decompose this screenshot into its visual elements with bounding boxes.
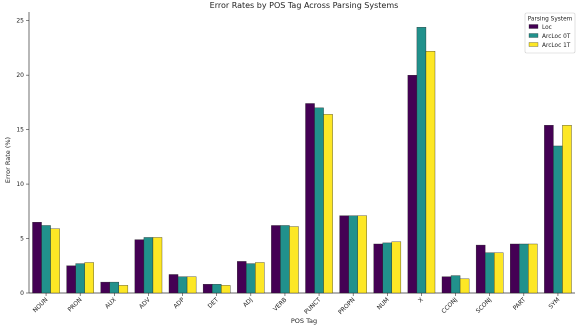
legend-title: Parsing System xyxy=(528,17,573,23)
bar-x-arcloc-1t xyxy=(425,51,436,294)
x-axis-label: POS Tag xyxy=(291,317,317,325)
legend-swatch-arcloc-1t xyxy=(528,42,539,47)
x-tick-label: ADJ xyxy=(242,296,255,309)
bar-noun-arcloc-0t xyxy=(41,225,51,294)
y-tick-label: 20 xyxy=(16,72,24,79)
bar-adv-loc xyxy=(134,239,145,294)
x-tick-label: DET xyxy=(207,296,221,310)
bar-punct-loc xyxy=(305,103,315,294)
bar-part-arcloc-0t xyxy=(519,243,529,294)
bar-det-loc xyxy=(202,284,213,294)
bar-adp-arcloc-1t xyxy=(186,276,197,294)
bar-det-arcloc-0t xyxy=(211,284,222,294)
bar-part-arcloc-1t xyxy=(528,243,538,294)
bar-propn-arcloc-1t xyxy=(357,215,367,294)
bar-x-loc xyxy=(407,74,418,294)
bar-adv-arcloc-0t xyxy=(143,237,154,294)
bar-adj-arcloc-1t xyxy=(255,262,265,294)
bar-noun-loc xyxy=(32,222,42,294)
bar-sconj-loc xyxy=(475,244,486,294)
legend-label-arcloc-0t: ArcLoc 0T xyxy=(542,34,571,40)
x-tick-label: SYM xyxy=(547,296,561,310)
x-tick-label: SCONJ xyxy=(475,296,494,315)
bar-pron-loc xyxy=(66,265,76,294)
bar-adp-arcloc-0t xyxy=(177,276,188,294)
bar-adv-arcloc-1t xyxy=(152,237,163,294)
bar-adp-loc xyxy=(168,274,179,294)
x-tick-label: PART xyxy=(512,296,528,312)
x-tick-label: NUM xyxy=(376,296,391,311)
x-tick-label: X xyxy=(417,296,425,304)
y-tick-label: 15 xyxy=(16,127,24,134)
bar-propn-arcloc-0t xyxy=(348,215,358,294)
x-tick-label: CCONJ xyxy=(440,296,459,315)
bar-part-loc xyxy=(510,243,520,294)
bar-cconj-loc xyxy=(441,276,452,294)
x-tick-label: PRON xyxy=(67,296,84,313)
y-axis: 0 5 10 15 20 25 xyxy=(16,18,29,297)
bar-cconj-arcloc-0t xyxy=(450,275,461,294)
bar-aux-arcloc-1t xyxy=(118,285,129,294)
bar-adj-arcloc-0t xyxy=(246,263,256,294)
x-tick-label: PROPN xyxy=(337,296,357,316)
bar-x-arcloc-0t xyxy=(416,27,427,294)
x-tick-label: VERB xyxy=(272,296,288,312)
bar-punct-arcloc-0t xyxy=(314,107,324,294)
x-tick-label: ADV xyxy=(138,296,153,311)
chart-title: Error Rates by POS Tag Across Parsing Sy… xyxy=(210,1,399,10)
legend-label-loc: Loc xyxy=(542,25,552,31)
bar-noun-arcloc-1t xyxy=(50,228,60,294)
bar-sconj-arcloc-0t xyxy=(484,252,495,294)
bar-sconj-arcloc-1t xyxy=(494,252,504,294)
y-tick-label: 0 xyxy=(20,290,24,297)
legend-swatch-arcloc-0t xyxy=(528,33,539,38)
bar-pron-arcloc-0t xyxy=(75,263,85,294)
bar-propn-loc xyxy=(339,215,349,294)
x-tick-label: AUX xyxy=(104,296,118,310)
y-tick-label: 5 xyxy=(20,236,24,243)
bar-num-arcloc-1t xyxy=(391,241,402,294)
bar-pron-arcloc-1t xyxy=(84,262,94,294)
plot-area xyxy=(28,12,575,294)
bar-num-arcloc-0t xyxy=(382,242,393,294)
bar-cconj-arcloc-1t xyxy=(459,278,470,294)
legend: Parsing System Loc ArcLoc 0T ArcLoc 1T xyxy=(524,12,576,54)
legend-swatch-loc xyxy=(528,24,539,29)
bar-sym-arcloc-0t xyxy=(553,145,563,294)
bar-aux-arcloc-0t xyxy=(109,281,120,294)
y-tick-label: 10 xyxy=(16,181,24,188)
bar-det-arcloc-1t xyxy=(221,285,231,294)
legend-label-arcloc-1t: ArcLoc 1T xyxy=(542,43,571,49)
bar-sym-loc xyxy=(544,125,554,294)
bar-verb-loc xyxy=(271,225,281,294)
y-axis-label: Error Rate (%) xyxy=(4,137,12,183)
x-tick-label: NOUN xyxy=(32,296,50,314)
x-tick-label: PUNCT xyxy=(303,296,323,316)
bar-verb-arcloc-1t xyxy=(289,226,299,294)
bar-adj-loc xyxy=(237,261,247,294)
x-tick-label: ADP xyxy=(172,296,186,310)
bar-aux-loc xyxy=(100,281,110,294)
x-axis: NOUN PRON AUX ADV ADP DET ADJ VERB PUNCT PROPN NUM… xyxy=(32,293,561,316)
bars xyxy=(32,27,572,294)
y-tick-label: 25 xyxy=(16,18,24,25)
bar-num-loc xyxy=(373,243,383,294)
bar-punct-arcloc-1t xyxy=(323,114,333,294)
bar-sym-arcloc-1t xyxy=(562,125,572,294)
bar-verb-arcloc-0t xyxy=(280,225,290,294)
